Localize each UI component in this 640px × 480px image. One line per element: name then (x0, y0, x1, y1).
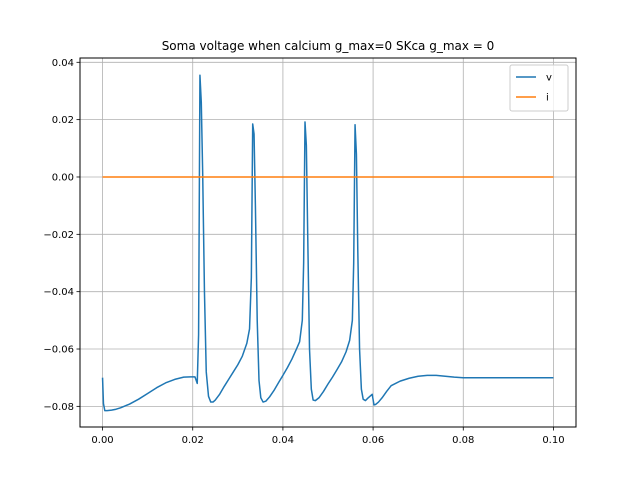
x-tick-label: 0.08 (452, 435, 474, 446)
x-tick-label: 0.02 (182, 435, 204, 446)
y-tick-label: 0.00 (52, 172, 74, 183)
y-tick-label: −0.04 (43, 287, 74, 298)
legend-label-i: i (546, 93, 549, 104)
plot-frame (79, 57, 577, 428)
y-tick-label: −0.02 (43, 230, 74, 241)
y-tick-label: 0.02 (52, 115, 74, 126)
y-tick-label: 0.04 (52, 58, 74, 69)
x-tick-label: 0.00 (91, 435, 113, 446)
x-tick-label: 0.06 (362, 435, 384, 446)
legend: vi (509, 64, 569, 112)
x-tick-label: 0.10 (542, 435, 564, 446)
x-axis: 0.00 0.02 0.04 0.06 0.08 0.10 (91, 427, 565, 446)
chart-title: Soma voltage when calcium g_max=0 SKca g… (162, 39, 495, 53)
series-layer (101, 74, 554, 412)
y-tick-label: −0.08 (43, 402, 74, 413)
series-line-v (101, 74, 554, 412)
x-tick-label: 0.04 (272, 435, 294, 446)
legend-label-v: v (546, 73, 552, 84)
y-tick-label: −0.06 (43, 345, 74, 356)
legend-box (509, 64, 569, 112)
y-axis: −0.08 −0.06 −0.04 −0.02 0.00 0.02 0.04 (43, 58, 80, 413)
